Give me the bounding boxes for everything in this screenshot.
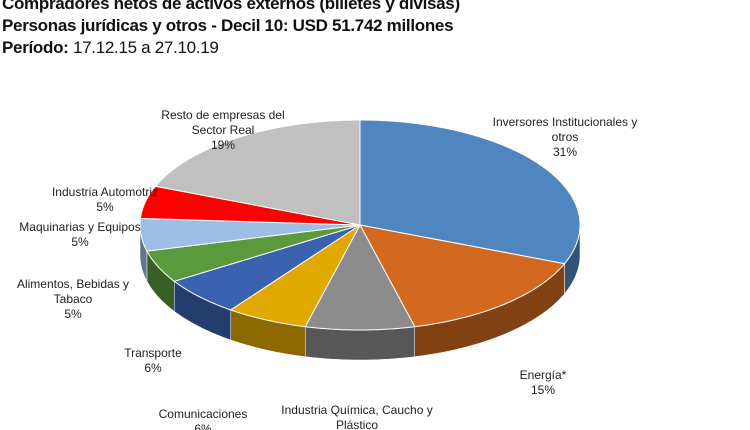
category-label: Energía*	[519, 368, 567, 382]
category-label: Industria Química, Caucho y Plástico	[281, 403, 433, 430]
value-label: 19%	[210, 138, 236, 152]
pie-side	[305, 326, 415, 361]
slice-label: Comunicaciones 6%	[143, 407, 263, 430]
category-label: Maquinarias y Equipos	[19, 220, 141, 234]
slice-label: Energía* 15%	[483, 368, 603, 398]
chart-subtitle: Personas jurídicas y otros - Decil 10: U…	[2, 16, 454, 35]
chart-title: Compradores netos de activos externos (b…	[2, 0, 460, 13]
value-label: 5%	[71, 235, 89, 249]
slice-label: Maquinarias y Equipos 5%	[15, 220, 145, 250]
pie-slice	[359, 224, 566, 328]
pie-slice	[139, 185, 361, 226]
value-label: 31%	[552, 145, 578, 159]
period: 17.12.15 a 27.10.19	[72, 38, 219, 57]
slice-label: Alimentos, Bebidas y Tabaco 5%	[0, 277, 148, 322]
value-label: 5%	[96, 200, 114, 214]
value-label: 5%	[64, 307, 82, 321]
pie-slice	[154, 119, 361, 226]
slice-label: Industria Química, Caucho y Plástico	[277, 403, 437, 430]
category-label: Inversores Institucionales y otros	[492, 115, 638, 144]
slice-label: Resto de empresas del Sector Real 19%	[158, 108, 288, 153]
category-label: Industria Automotriz	[51, 185, 159, 199]
pie-slice	[173, 224, 361, 311]
value-label: 6%	[194, 422, 212, 430]
pie-slice	[139, 217, 361, 252]
pie-slice	[229, 224, 361, 328]
category-label: Resto de empresas del Sector Real	[161, 108, 285, 137]
pie-slice	[304, 223, 416, 331]
slice-label: Industria Automotriz 5%	[45, 185, 165, 215]
period-line: Período: 17.12.15 a 27.10.19	[2, 38, 219, 58]
slice-label: Inversores Institucionales y otros 31%	[490, 115, 640, 160]
slice-label: Transporte 6%	[103, 346, 203, 376]
category-label: Transporte	[124, 346, 182, 360]
category-label: Comunicaciones	[158, 407, 248, 421]
period-label: Período:	[2, 38, 69, 57]
pie-slice	[359, 119, 581, 265]
value-label: 6%	[144, 361, 162, 375]
value-label: 15%	[530, 383, 556, 397]
category-label: Alimentos, Bebidas y Tabaco	[16, 277, 130, 306]
pie-slice	[146, 224, 361, 282]
